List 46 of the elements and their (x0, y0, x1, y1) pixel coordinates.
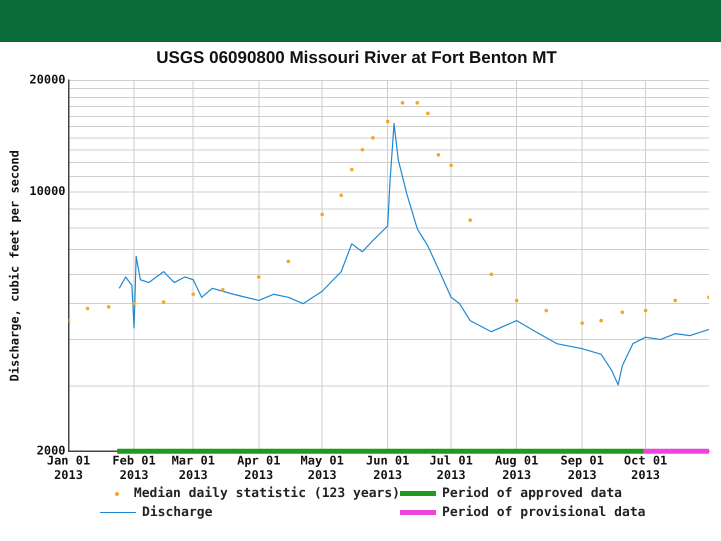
point (191, 292, 196, 296)
y-axis-title: Discharge, cubic feet per second (7, 150, 22, 382)
point (339, 193, 343, 198)
x-tick-label: Jul 01 2013 (429, 454, 473, 482)
point (256, 275, 261, 279)
point (449, 164, 453, 168)
x-tick-label: Aug 01 2013 (494, 454, 538, 482)
point (673, 298, 677, 302)
legend-label: Period of approved data (442, 486, 622, 501)
y-tick-label: 10000 (29, 184, 66, 198)
x-tick-label: May 01 2013 (300, 454, 344, 482)
point (644, 308, 648, 312)
point (400, 101, 404, 105)
point (580, 321, 584, 325)
point (436, 153, 440, 157)
chart-title: USGS 06090800 Missouri River at Fort Benton MT (156, 48, 558, 67)
point (360, 148, 364, 152)
point (599, 318, 603, 322)
x-tick-label: Feb 01 2013 (112, 454, 156, 482)
point (426, 112, 430, 116)
point (371, 136, 375, 140)
x-tick-label: Mar 01 2013 (172, 454, 215, 482)
x-tick-label: Oct 01 2013 (624, 454, 668, 482)
y-tick-label: 20000 (29, 72, 66, 87)
point (544, 308, 548, 312)
legend-label: Median daily statistic (123 years) (134, 486, 400, 501)
point (286, 260, 290, 264)
point (320, 212, 324, 216)
point (132, 302, 136, 306)
point (221, 288, 225, 292)
x-tick-label: Jun 01 2013 (366, 454, 410, 482)
x-tick-label: Sep 01 2013 (560, 454, 604, 482)
x-tick-label: Jan 01 2013 (46, 454, 90, 482)
point (620, 310, 624, 314)
point (468, 218, 472, 222)
x-tick-label: Apr 01 2013 (237, 454, 280, 482)
point (86, 306, 90, 310)
point (162, 300, 166, 304)
point (386, 120, 390, 124)
point (106, 305, 110, 309)
legend-label: Discharge (142, 505, 212, 520)
legend-label: Period of provisional data (442, 505, 646, 520)
point (489, 272, 494, 276)
point (350, 168, 354, 172)
point (514, 298, 518, 302)
point (416, 101, 420, 105)
